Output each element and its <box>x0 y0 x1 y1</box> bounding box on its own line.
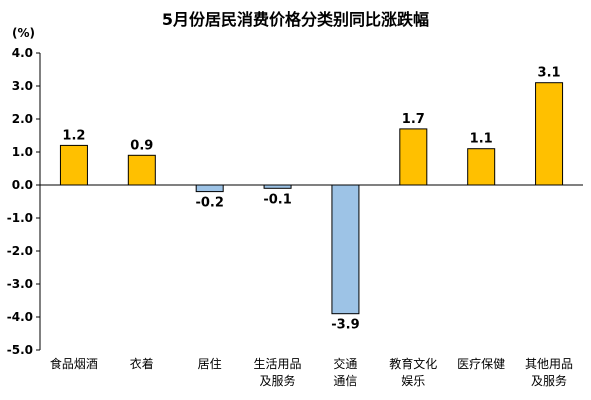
bar <box>399 128 428 186</box>
x-category-label: 及服务 <box>531 373 567 388</box>
data-label: 0.9 <box>130 138 153 153</box>
y-tick-label: 3.0 <box>12 79 33 93</box>
y-tick-label: -2.0 <box>7 244 33 258</box>
y-tick-label: 4.0 <box>12 46 33 60</box>
data-label: 1.7 <box>402 112 425 127</box>
bar <box>59 144 88 186</box>
bars <box>40 82 583 315</box>
x-category-label: 交通 <box>333 356 357 371</box>
x-category-label: 食品烟酒 <box>50 356 98 371</box>
data-label: -0.2 <box>195 196 223 211</box>
x-category-label: 教育文化 <box>389 356 437 371</box>
y-tick-label: 0.0 <box>12 178 33 192</box>
x-category-label: 居住 <box>198 357 222 371</box>
x-category-label: 及服务 <box>260 373 296 388</box>
y-tick-label: -4.0 <box>7 310 33 324</box>
bar <box>331 184 360 315</box>
x-category-label: 娱乐 <box>401 374 425 388</box>
bar <box>195 184 224 193</box>
data-label: 3.1 <box>538 66 561 81</box>
data-label: 1.2 <box>62 128 85 143</box>
bar <box>535 82 564 186</box>
x-category-label: 其他用品 <box>525 357 573 371</box>
x-category-label: 生活用品 <box>254 357 302 371</box>
y-tick-label: -3.0 <box>7 277 33 291</box>
chart-title: 5月份居民消费价格分类别同比涨跌幅 <box>161 10 430 29</box>
y-axis: 4.0 3.0 2.0 1.0 0.0 -1.0 -2.0 -3.0 -4.0 -5.0 <box>7 46 41 357</box>
x-category-label: 医疗保健 <box>457 357 505 371</box>
bar <box>127 154 156 186</box>
y-tick-label: -5.0 <box>7 343 33 357</box>
data-label: -3.9 <box>331 318 359 333</box>
x-category-label: 衣着 <box>130 356 154 371</box>
y-tick-label: 2.0 <box>12 112 33 126</box>
y-tick-label: -1.0 <box>7 211 33 225</box>
value-labels: 1.2 0.9 -0.2 -0.1 -3.9 1.7 1.1 3.1 <box>62 66 560 333</box>
data-label: -0.1 <box>263 192 291 207</box>
bar <box>467 148 496 186</box>
x-category-label: 通信 <box>333 374 357 388</box>
y-tick-label: 1.0 <box>12 145 33 159</box>
y-axis-unit: (%) <box>12 26 35 40</box>
data-label: 1.1 <box>470 132 493 147</box>
